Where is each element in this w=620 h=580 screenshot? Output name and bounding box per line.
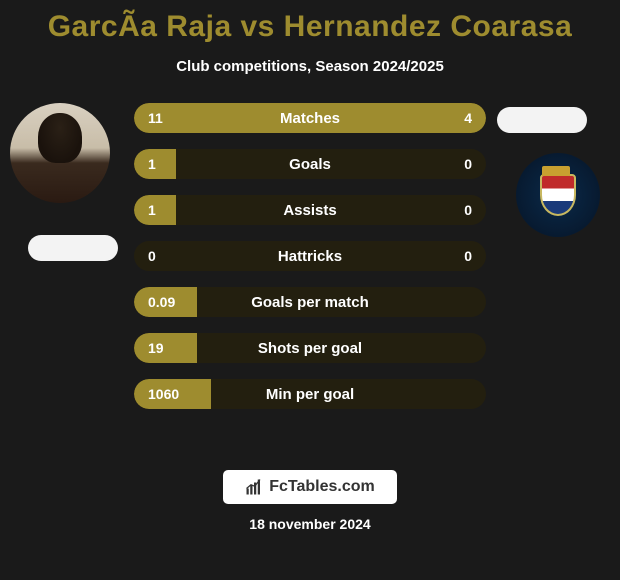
stat-row: 19Shots per goal [134, 333, 486, 363]
stat-value-right: 0 [464, 241, 472, 271]
stat-label: Assists [134, 195, 486, 225]
subtitle: Club competitions, Season 2024/2025 [0, 58, 620, 75]
stat-label: Hattricks [134, 241, 486, 271]
stat-row: 0Hattricks0 [134, 241, 486, 271]
player-right-club-badge [516, 153, 600, 237]
stat-row: 11Matches4 [134, 103, 486, 133]
comparison-area: 11Matches41Goals01Assists00Hattricks00.0… [0, 103, 620, 409]
stat-label: Goals per match [134, 287, 486, 317]
stat-label: Matches [134, 103, 486, 133]
stat-label: Min per goal [134, 379, 486, 409]
stat-value-right: 0 [464, 195, 472, 225]
stat-label: Shots per goal [134, 333, 486, 363]
page-title: GarcÃ­a Raja vs Hernandez Coarasa [0, 10, 620, 44]
fctables-label: FcTables.com [269, 478, 375, 496]
stat-row: 1060Min per goal [134, 379, 486, 409]
stat-row: 1Goals0 [134, 149, 486, 179]
stat-value-right: 0 [464, 149, 472, 179]
stat-value-right: 4 [464, 103, 472, 133]
stats-list: 11Matches41Goals01Assists00Hattricks00.0… [134, 103, 486, 409]
huesca-crest-icon [540, 174, 576, 216]
stat-row: 0.09Goals per match [134, 287, 486, 317]
fctables-badge: FcTables.com [223, 470, 397, 504]
date-label: 18 november 2024 [249, 516, 370, 532]
stat-row: 1Assists0 [134, 195, 486, 225]
stat-label: Goals [134, 149, 486, 179]
player-left-avatar [10, 103, 110, 203]
player-left-flag [28, 235, 118, 261]
chart-icon [245, 478, 263, 496]
player-right-flag [497, 107, 587, 133]
